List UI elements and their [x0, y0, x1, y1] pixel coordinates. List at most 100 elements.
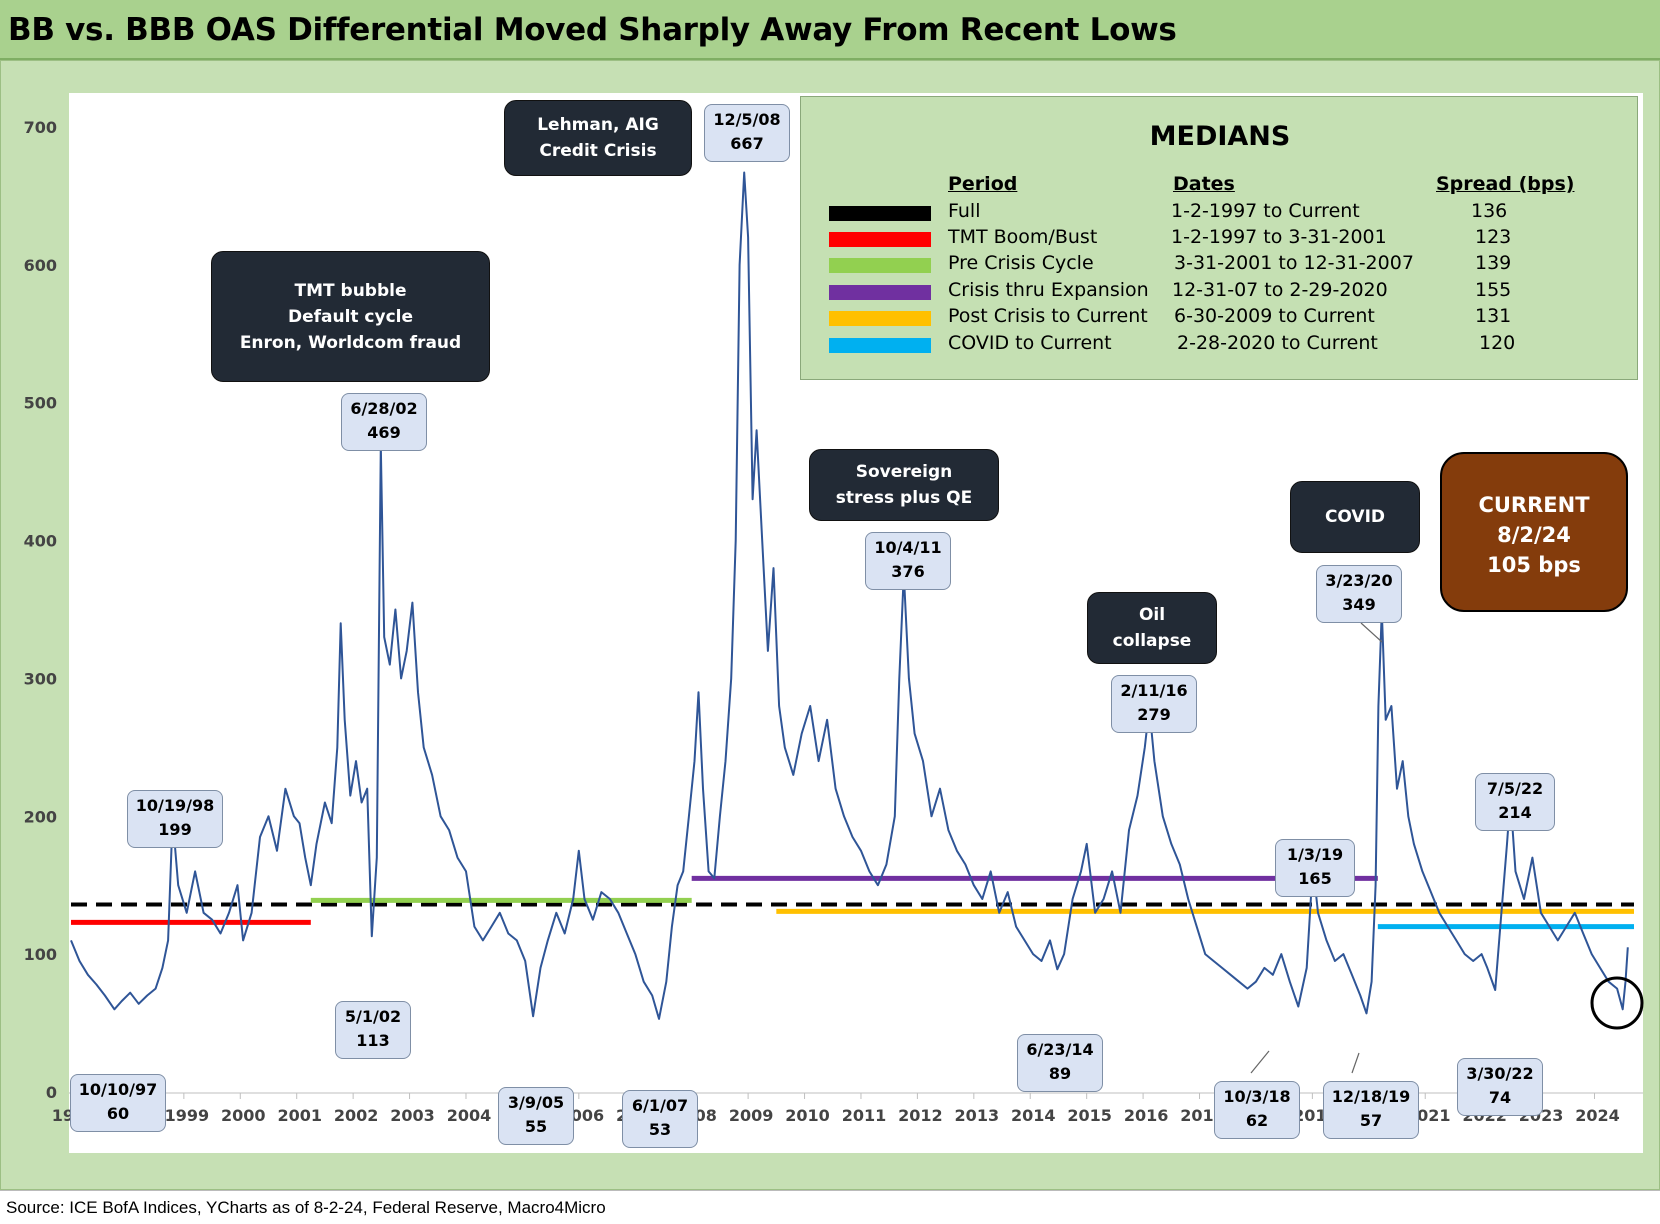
- medians-row-postcrisis: Post Crisis to Current 6-30-2009 to Curr…: [801, 305, 1639, 331]
- callout-low-1997: 10/10/97 60: [70, 1074, 166, 1132]
- current-date: 8/2/24: [1497, 523, 1571, 547]
- callout-date: 10/4/11: [874, 538, 942, 557]
- callout-low-2022: 3/30/22 74: [1457, 1058, 1543, 1116]
- medians-row-precrisis: Pre Crisis Cycle 3-31-2001 to 12-31-2007…: [801, 252, 1639, 278]
- callout-low-2014: 6/23/14 89: [1017, 1034, 1103, 1092]
- source-bar: Source: ICE BofA Indices, YCharts as of …: [0, 1190, 1660, 1224]
- callout-date: 1/3/19: [1286, 845, 1344, 864]
- row-period: Post Crisis to Current: [948, 305, 1148, 327]
- callout-value: 53: [648, 1120, 672, 1139]
- callout-peak-2002: 6/28/02 469: [341, 393, 427, 451]
- callout-low-2005: 3/9/05 55: [498, 1087, 574, 1145]
- swatch-crisis: [829, 285, 931, 300]
- row-spread: 131: [1475, 305, 1512, 327]
- callout-peak-2011: 10/4/11 376: [865, 532, 951, 590]
- annotation-tmt: TMT bubble Default cycle Enron, Worldcom…: [211, 251, 490, 382]
- callout-low-2019: 12/18/19 57: [1323, 1081, 1419, 1139]
- chart-title: BB vs. BBB OAS Differential Moved Sharpl…: [8, 12, 1177, 48]
- swatch-precrisis: [829, 258, 931, 273]
- callout-value: 60: [106, 1104, 130, 1123]
- y-tick-label: 700: [24, 118, 57, 137]
- callout-date: 7/5/22: [1486, 779, 1544, 798]
- callout-value: 667: [730, 134, 764, 153]
- callout-peak-2020: 3/23/20 349: [1316, 565, 1402, 623]
- swatch-postcrisis: [829, 311, 931, 326]
- row-spread: 123: [1475, 226, 1512, 248]
- callout-date: 10/19/98: [135, 796, 215, 815]
- current-label: CURRENT: [1478, 493, 1590, 517]
- x-tick-label: 2004: [447, 1106, 492, 1125]
- medians-header-period: Period: [948, 173, 1018, 195]
- callout-value: 62: [1245, 1111, 1269, 1130]
- annotation-tmt-text: TMT bubble Default cycle Enron, Worldcom…: [239, 280, 462, 353]
- x-tick-label: 2002: [334, 1106, 379, 1125]
- medians-row-crisis: Crisis thru Expansion 12-31-07 to 2-29-2…: [801, 279, 1639, 305]
- row-period: TMT Boom/Bust: [948, 226, 1098, 248]
- callout-low-2007: 6/1/07 53: [622, 1090, 698, 1148]
- y-tick-label: 200: [24, 807, 57, 826]
- leader-10-3-18: [1250, 1050, 1270, 1074]
- callout-peak-2016: 2/11/16 279: [1111, 675, 1197, 733]
- callout-date: 12/18/19: [1331, 1087, 1411, 1106]
- annotation-lehman: Lehman, AIG Credit Crisis: [504, 100, 692, 176]
- title-bar: BB vs. BBB OAS Differential Moved Sharpl…: [0, 0, 1660, 60]
- row-spread: 120: [1479, 332, 1516, 354]
- callout-low-2018: 10/3/18 62: [1214, 1081, 1300, 1139]
- current-value-box: CURRENT 8/2/24 105 bps: [1440, 452, 1628, 612]
- row-dates: 1-2-1997 to Current: [1171, 200, 1360, 222]
- medians-row-tmt: TMT Boom/Bust 1-2-1997 to 3-31-2001 123: [801, 226, 1639, 252]
- x-tick-label: 2024: [1575, 1106, 1620, 1125]
- y-tick-label: 300: [24, 669, 57, 688]
- row-period: COVID to Current: [948, 332, 1112, 354]
- swatch-covid: [829, 338, 931, 353]
- row-period: Pre Crisis Cycle: [948, 252, 1094, 274]
- row-dates: 2-28-2020 to Current: [1177, 332, 1378, 354]
- callout-peak-1998: 10/19/98 199: [127, 790, 223, 848]
- callout-date: 3/30/22: [1466, 1064, 1534, 1083]
- annotation-oil: Oil collapse: [1087, 592, 1217, 664]
- medians-header-spread: Spread (bps): [1436, 173, 1575, 195]
- callout-date: 10/10/97: [78, 1080, 158, 1099]
- callout-date: 6/1/07: [631, 1096, 689, 1115]
- annotation-covid-text: COVID: [1324, 507, 1386, 527]
- x-tick-label: 2011: [842, 1106, 887, 1125]
- row-spread: 136: [1471, 200, 1508, 222]
- callout-date: 12/5/08: [713, 110, 781, 129]
- callout-value: 165: [1298, 869, 1332, 888]
- annotation-sovereign-text: Sovereign stress plus QE: [835, 462, 973, 508]
- callout-date: 3/9/05: [507, 1093, 565, 1112]
- row-period: Full: [948, 200, 981, 222]
- callout-date: 3/23/20: [1325, 571, 1393, 590]
- callout-low-2002: 5/1/02 113: [335, 1001, 411, 1059]
- callout-date: 5/1/02: [344, 1007, 402, 1026]
- callout-value: 113: [356, 1031, 390, 1050]
- medians-title: MEDIANS: [1149, 121, 1291, 152]
- annotation-lehman-text: Lehman, AIG Credit Crisis: [537, 115, 659, 161]
- y-axis: 0 100 200 300 400 500 600 700: [24, 118, 57, 1102]
- swatch-tmt: [829, 232, 931, 247]
- callout-peak-2022: 7/5/22 214: [1475, 773, 1555, 831]
- y-tick-label: 600: [24, 256, 57, 275]
- x-tick-label: 1999: [165, 1106, 210, 1125]
- callout-value: 469: [367, 423, 401, 442]
- row-spread: 155: [1475, 279, 1512, 301]
- x-tick-label: 2014: [1011, 1106, 1056, 1125]
- callout-date: 10/3/18: [1223, 1087, 1291, 1106]
- callout-value: 279: [1137, 705, 1171, 724]
- y-tick-label: 400: [24, 532, 57, 551]
- callout-value: 74: [1488, 1088, 1512, 1107]
- row-period: Crisis thru Expansion: [948, 279, 1149, 301]
- x-tick-label: 2015: [1067, 1106, 1112, 1125]
- leader-12-18-19: [1351, 1052, 1360, 1074]
- callout-value: 376: [891, 562, 925, 581]
- current-marker-circle: [1590, 976, 1644, 1030]
- annotation-covid: COVID: [1290, 481, 1420, 553]
- x-tick-label: 2017: [1180, 1106, 1225, 1125]
- x-tick-label: 2012: [898, 1106, 943, 1125]
- x-tick-label: 2001: [277, 1106, 322, 1125]
- x-tick-label: 2010: [785, 1106, 830, 1125]
- x-tick-label: 2009: [729, 1106, 774, 1125]
- swatch-full: [829, 206, 931, 221]
- y-tick-label: 0: [46, 1083, 57, 1102]
- row-dates: 12-31-07 to 2-29-2020: [1172, 279, 1388, 301]
